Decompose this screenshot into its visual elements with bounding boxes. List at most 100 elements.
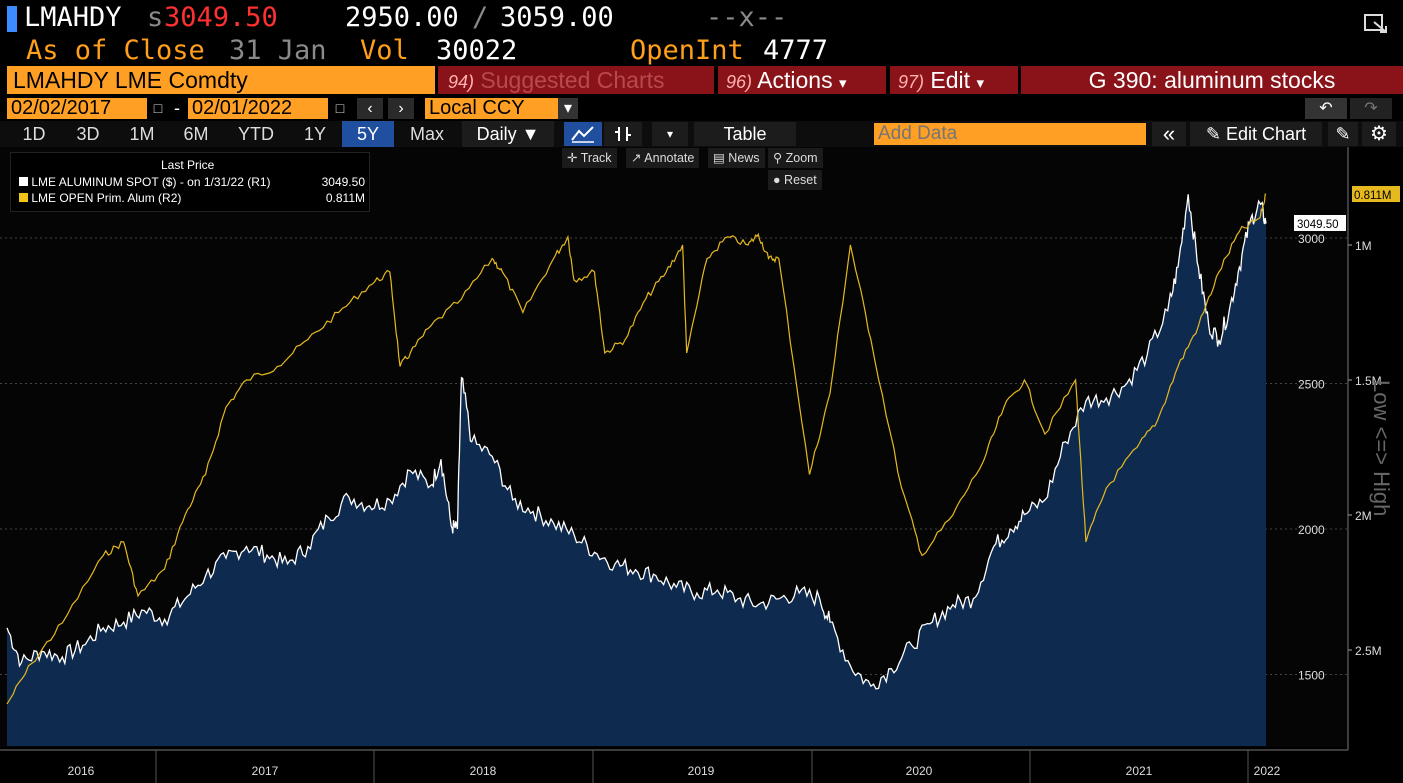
news-tool[interactable]: ▤ News <box>708 148 765 168</box>
edit-menu[interactable]: 97) Edit ▾ <box>890 66 1018 94</box>
period-1m[interactable]: 1M <box>129 124 155 144</box>
chart-settings-pencil-icon[interactable]: ✎ <box>1328 122 1358 146</box>
x-tick-label: 2018 <box>470 764 497 778</box>
stocks-tick-label: 1M <box>1355 239 1372 253</box>
date-range-bar: 02/02/2017 □ - 02/01/2022 □ ‹ › Local CC… <box>0 96 1403 121</box>
bid-ask-separator: / <box>472 2 489 33</box>
period-bar: 1D 3D 1M 6M YTD 1Y 5Y Max Daily ▼ ▾ Tabl… <box>0 121 1403 147</box>
x-axis-band <box>0 750 1403 783</box>
annotate-icon: ↗ <box>631 151 642 165</box>
last-price-tag: 3049.50 <box>1294 215 1346 231</box>
right-axis-label: Low <=> High <box>1369 380 1394 516</box>
period-ytd[interactable]: YTD <box>238 124 274 144</box>
annotate-label: Annotate <box>644 151 695 165</box>
volume-label: Vol <box>360 35 409 66</box>
actions-number: 96) <box>726 72 753 92</box>
frequency-select[interactable]: Daily ▼ <box>462 121 554 147</box>
suggested-charts-button[interactable]: 94) Suggested Charts <box>438 66 714 94</box>
news-icon: ▤ <box>713 151 725 165</box>
legend-item-stocks[interactable]: LME OPEN Prim. Alum (R2) 0.811M <box>19 191 365 205</box>
calendar-icon[interactable]: □ <box>335 100 345 116</box>
collapse-icon[interactable]: « <box>1152 122 1186 146</box>
security-text: LMAHDY LME Comdty <box>13 67 248 93</box>
actions-menu[interactable]: 96) Actions ▾ <box>718 66 886 94</box>
bid-price: 2950.00 <box>345 2 459 33</box>
price-prefix: s <box>147 2 164 33</box>
x-tick-label: 2022 <box>1254 764 1281 778</box>
legend-title: Last Price <box>161 158 215 172</box>
popout-icon[interactable] <box>1364 8 1390 33</box>
security-field[interactable]: LMAHDY LME Comdty <box>7 66 435 94</box>
last-price-tag-text: 3049.50 <box>1297 219 1339 231</box>
period-1y[interactable]: 1Y <box>303 124 327 144</box>
ask-price: 3059.00 <box>500 2 614 33</box>
track-label: Track <box>580 151 612 165</box>
price-tick-label: 3000 <box>1298 232 1325 246</box>
price-line <box>6 194 1267 690</box>
as-of-date: 31 Jan <box>229 35 327 66</box>
table-button[interactable]: Table <box>694 122 796 146</box>
bar-chart-icon[interactable] <box>604 122 642 146</box>
chevron-down-icon: ▾ <box>976 75 984 92</box>
redo-icon[interactable]: ↷ <box>1350 98 1392 119</box>
as-of-label: As of Close <box>26 35 205 66</box>
last-stocks-tag-text: 0.811M <box>1354 190 1392 202</box>
legend-item-price[interactable]: LME ALUMINUM SPOT ($) - on 1/31/22 (R1) … <box>19 175 365 189</box>
period-6m[interactable]: 6M <box>183 124 209 144</box>
edit-number: 97) <box>898 72 925 92</box>
x-tick-label: 2021 <box>1126 764 1153 778</box>
previous-period-button[interactable]: ‹ <box>357 98 383 119</box>
stocks-axis: 1M 1.5M 2M 2.5M <box>1347 147 1382 750</box>
chart-tools: ✛ Track ↗ Annotate ▤ News ⚲ Zoom ● Reset <box>562 147 834 191</box>
legend-swatch-yellow <box>19 193 28 202</box>
legend-value: 3049.50 <box>321 175 365 189</box>
price-chart[interactable]: 2016 2017 2018 2019 2020 2021 2022 1500 2000 250… <box>0 147 1403 783</box>
volume-value: 30022 <box>436 35 518 66</box>
undo-icon[interactable]: ↶ <box>1305 98 1347 119</box>
currency-select[interactable]: Local CCY <box>425 98 559 119</box>
news-label: News <box>728 151 760 165</box>
legend-label: LME OPEN Prim. Alum (R2) <box>31 191 182 205</box>
legend-value: 0.811M <box>325 191 365 205</box>
ticker[interactable]: LMAHDY <box>24 2 122 33</box>
calendar-icon[interactable]: □ <box>153 100 163 116</box>
track-tool[interactable]: ✛ Track <box>562 148 617 168</box>
period-3d[interactable]: 3D <box>76 124 100 144</box>
chevron-down-icon[interactable]: ▾ <box>652 122 688 146</box>
chevron-down-icon: ▾ <box>838 75 847 92</box>
edit-chart-label: Edit Chart <box>1226 124 1307 144</box>
start-date-field[interactable]: 02/02/2017 <box>7 98 147 119</box>
add-data-input[interactable] <box>874 123 1146 145</box>
stocks-tick-label: 2M <box>1355 509 1372 523</box>
x-axis: 2016 2017 2018 2019 2020 2021 2022 <box>0 749 1403 783</box>
period-max[interactable]: Max <box>409 124 444 144</box>
legend[interactable]: Last Price LME ALUMINUM SPOT ($) - on 1/… <box>10 152 370 212</box>
gear-icon[interactable]: ⚙ <box>1362 122 1396 146</box>
open-interest-value: 4777 <box>763 35 829 66</box>
price-axis: 1500 2000 2500 3000 <box>1298 232 1325 683</box>
period-5y[interactable]: 5Y <box>342 121 394 147</box>
zoom-tool[interactable]: ⚲ Zoom <box>768 148 823 168</box>
price-tick-label: 1500 <box>1298 669 1325 683</box>
stocks-tick-label: 1.5M <box>1355 374 1382 388</box>
date-dash: - <box>174 98 180 118</box>
price-tick-label: 2000 <box>1298 523 1325 537</box>
stocks-tick-label: 2.5M <box>1355 644 1382 658</box>
pencil-icon: ✎ <box>1205 124 1222 144</box>
suggested-number: 94) <box>448 72 475 92</box>
next-period-button[interactable]: › <box>388 98 414 119</box>
net-change: --x-- <box>706 2 788 33</box>
chevron-down-icon[interactable]: ▾ <box>558 98 578 119</box>
x-tick-label: 2020 <box>906 764 933 778</box>
command-bar: LMAHDY LME Comdty 94) Suggested Charts 9… <box>0 66 1403 96</box>
edit-label: Edit <box>930 67 971 93</box>
zoom-label: Zoom <box>785 151 818 165</box>
end-date-field[interactable]: 02/01/2022 <box>188 98 328 119</box>
chart-title: G 390: aluminum stocks <box>1021 66 1403 94</box>
edit-chart-button[interactable]: ✎ Edit Chart <box>1190 122 1322 146</box>
annotate-tool[interactable]: ↗ Annotate <box>626 148 700 168</box>
magnifier-icon: ⚲ <box>773 151 783 165</box>
period-1d[interactable]: 1D <box>22 124 46 144</box>
reset-button[interactable]: ● Reset <box>768 170 822 190</box>
line-chart-icon[interactable] <box>564 122 602 146</box>
